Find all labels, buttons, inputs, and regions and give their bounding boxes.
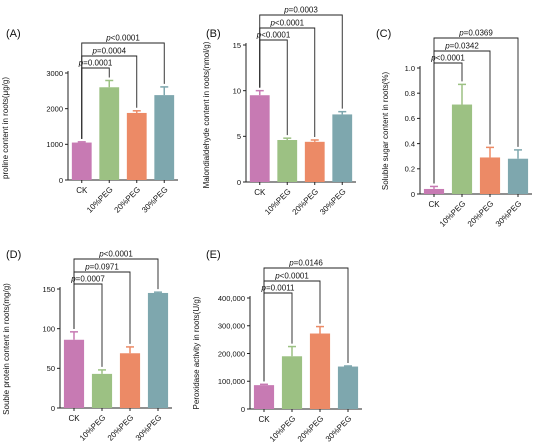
bar-peg30 xyxy=(507,158,529,194)
x-tick-label-ck: CK xyxy=(258,415,270,424)
y-tick-label: 0 xyxy=(237,178,241,187)
y-tick-label: 50 xyxy=(47,364,55,373)
panel-a: (A) proline content in roots(μg/g) 0 1000 20… xyxy=(1,28,178,215)
p-value-label: p=0.0001 xyxy=(78,59,113,68)
bar-peg30 xyxy=(147,292,169,408)
panel-b: (B)Malondialdehyde content in roots(nmol… xyxy=(202,6,356,217)
p-value-label: p<0.0001 xyxy=(98,250,133,259)
y-axis-label: Malondialdehyde content in roots(nmol/g) xyxy=(202,41,211,188)
x-tick-label-peg30: 30%PEG xyxy=(134,413,164,443)
p-value-label: p=0.0369 xyxy=(458,29,493,38)
y-axis-label: Souble protein content in roots(mg/g) xyxy=(2,283,11,415)
x-tick-label-peg10: 10%PEG xyxy=(438,199,468,229)
significance-bracket xyxy=(263,267,349,382)
x-tick-label-peg10: 10%PEG xyxy=(78,413,108,443)
bar-ck xyxy=(63,339,85,408)
y-tick-label: 1.0 xyxy=(405,64,415,73)
y-tick-label: 10 xyxy=(233,86,241,95)
x-tick-label-peg30: 30%PEG xyxy=(324,414,354,444)
y-axis-label: proline content in roots(μg/g) xyxy=(1,77,10,179)
bar-peg10 xyxy=(99,87,120,180)
bar-ck xyxy=(423,188,445,194)
x-tick-label-peg20: 20%PEG xyxy=(106,413,136,443)
p-value-label: p<0.0001 xyxy=(274,272,309,281)
x-tick-label-peg30: 30%PEG xyxy=(318,187,348,217)
y-tick-label: 0.2 xyxy=(405,165,415,174)
y-tick-label: 100,000 xyxy=(218,377,245,386)
bar-peg20 xyxy=(119,353,141,408)
bar-peg20 xyxy=(304,141,325,182)
x-tick-label-peg10: 10%PEG xyxy=(85,185,115,215)
bar-peg20 xyxy=(479,157,501,194)
y-tick-label: 400,000 xyxy=(218,294,245,303)
p-value-label: p=0.0971 xyxy=(84,263,119,272)
panel-label: (D) xyxy=(6,249,21,261)
p-value-label: p<0.0001 xyxy=(105,34,140,43)
bar-peg10 xyxy=(451,104,473,194)
p-value-label: p<0.0001 xyxy=(256,31,291,40)
y-axis-label: Soluble sugar content in roots(%) xyxy=(381,72,390,191)
y-axis-label: Peroxidase activity in roots(U/g) xyxy=(192,296,201,409)
bar-peg20 xyxy=(309,333,331,409)
bar-peg30 xyxy=(337,366,359,409)
significance-bracket xyxy=(73,258,159,329)
y-tick-label: 0.4 xyxy=(405,139,415,148)
x-tick-label-peg20: 20%PEG xyxy=(466,199,496,229)
bar-peg10 xyxy=(91,373,113,408)
bar-ck xyxy=(71,142,92,180)
y-tick-label: 3000 xyxy=(46,69,63,78)
y-tick-label: 2000 xyxy=(46,104,63,113)
y-tick-label: 0 xyxy=(241,405,245,414)
panel-label: (C) xyxy=(376,28,391,40)
x-tick-label-peg20: 20%PEG xyxy=(291,187,321,217)
panel-label: (B) xyxy=(206,28,221,40)
x-tick-label-ck: CK xyxy=(68,414,80,423)
panel-c: (C) Soluble sugar content in roots(%) 0 0.2… xyxy=(376,28,532,229)
y-tick-label: 0 xyxy=(59,176,63,185)
p-value-label: p=0.0342 xyxy=(444,42,479,51)
p-value-label: p=0.0146 xyxy=(288,259,323,268)
bar-peg30 xyxy=(332,114,353,182)
significance-bracket xyxy=(259,14,343,109)
y-tick-label: 15 xyxy=(233,41,241,50)
p-value-label: p=0.0003 xyxy=(283,6,318,15)
y-tick-label: 5 xyxy=(237,132,241,141)
x-tick-label-peg10: 10%PEG xyxy=(263,187,293,217)
bar-peg20 xyxy=(126,112,147,180)
p-value-label: p=0.0007 xyxy=(70,275,105,284)
p-value-label: p=0.0004 xyxy=(91,47,126,56)
panel-d: (D) Souble protein content in roots(mg/g)… xyxy=(2,249,172,443)
x-tick-label-ck: CK xyxy=(254,188,266,197)
bar-ck xyxy=(249,95,270,182)
y-tick-label: 0.8 xyxy=(405,89,415,98)
y-tick-label: 300,000 xyxy=(218,322,245,331)
y-tick-label: 150 xyxy=(42,285,55,294)
significance-bracket xyxy=(81,42,165,139)
bar-peg10 xyxy=(277,139,298,182)
x-tick-label-ck: CK xyxy=(76,186,88,195)
bar-peg10 xyxy=(281,356,303,409)
x-tick-label-peg10: 10%PEG xyxy=(268,414,298,444)
panel-label: (E) xyxy=(206,249,221,261)
y-tick-label: 0 xyxy=(51,404,55,413)
significance-bracket xyxy=(433,37,519,184)
y-tick-label: 100 xyxy=(42,324,55,333)
y-tick-label: 0 xyxy=(411,190,415,199)
x-tick-label-peg20: 20%PEG xyxy=(296,414,326,444)
p-value-label: p<0.0001 xyxy=(430,54,465,63)
panel-e: (E) Peroxidase activity in roots(U/g) 0 100… xyxy=(192,249,362,444)
y-tick-label: 0.6 xyxy=(405,114,415,123)
bar-peg30 xyxy=(154,95,175,180)
y-tick-label: 1000 xyxy=(46,140,63,149)
x-tick-label-peg20: 20%PEG xyxy=(113,185,143,215)
p-value-label: p=0.0011 xyxy=(261,284,296,293)
x-tick-label-peg30: 30%PEG xyxy=(140,185,170,215)
bar-ck xyxy=(253,385,275,409)
x-tick-label-peg30: 30%PEG xyxy=(494,199,524,229)
p-value-label: p<0.0001 xyxy=(269,19,304,28)
y-tick-label: 200,000 xyxy=(218,349,245,358)
panel-label: (A) xyxy=(6,28,21,40)
x-tick-label-ck: CK xyxy=(428,200,440,209)
